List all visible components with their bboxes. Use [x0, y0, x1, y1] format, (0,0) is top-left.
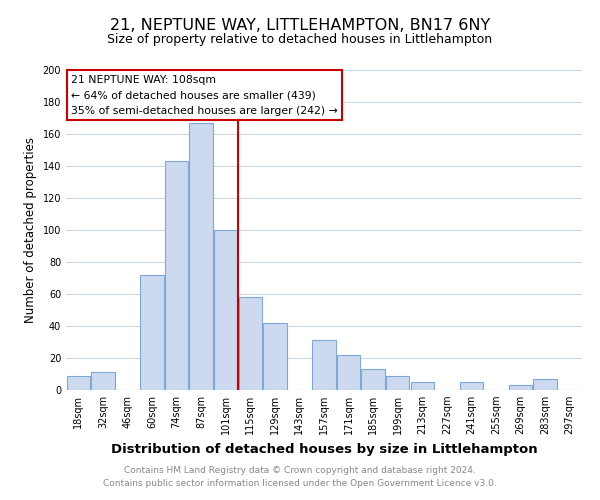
Bar [361, 369, 385, 390]
Bar [386, 376, 409, 390]
Bar [533, 379, 557, 390]
Bar [91, 372, 115, 390]
Bar [239, 297, 262, 390]
Text: 21, NEPTUNE WAY, LITTLEHAMPTON, BN17 6NY: 21, NEPTUNE WAY, LITTLEHAMPTON, BN17 6NY [110, 18, 490, 32]
X-axis label: Distribution of detached houses by size in Littlehampton: Distribution of detached houses by size … [110, 442, 538, 456]
Bar [140, 275, 164, 390]
Y-axis label: Number of detached properties: Number of detached properties [24, 137, 37, 323]
Bar [509, 385, 532, 390]
Text: Contains HM Land Registry data © Crown copyright and database right 2024.
Contai: Contains HM Land Registry data © Crown c… [103, 466, 497, 487]
Bar [263, 323, 287, 390]
Bar [460, 382, 483, 390]
Bar [190, 123, 213, 390]
Bar [313, 340, 335, 390]
Bar [165, 161, 188, 390]
Bar [67, 376, 90, 390]
Bar [214, 230, 238, 390]
Text: Size of property relative to detached houses in Littlehampton: Size of property relative to detached ho… [107, 32, 493, 46]
Bar [410, 382, 434, 390]
Bar [337, 355, 360, 390]
Text: 21 NEPTUNE WAY: 108sqm
← 64% of detached houses are smaller (439)
35% of semi-de: 21 NEPTUNE WAY: 108sqm ← 64% of detached… [71, 75, 338, 116]
